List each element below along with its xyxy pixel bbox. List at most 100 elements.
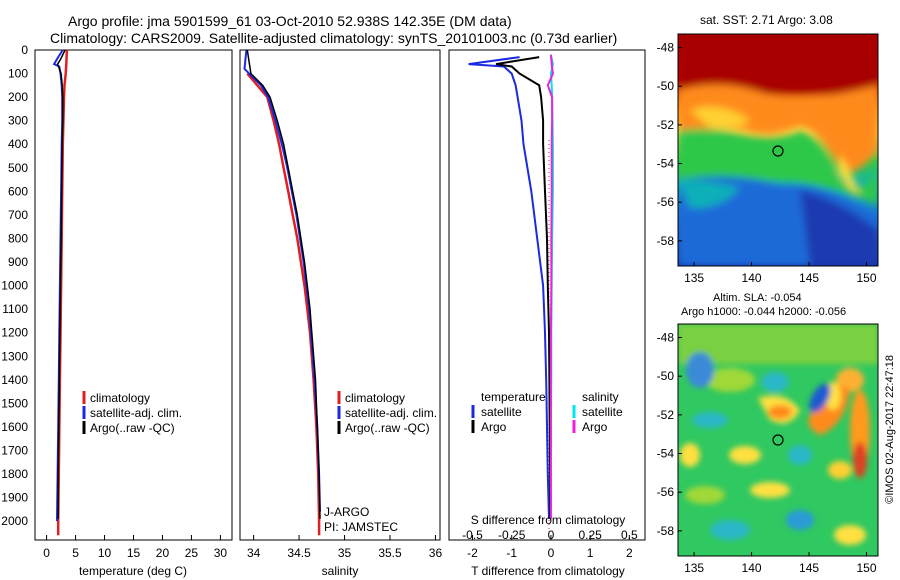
map-lat-label: -52 <box>657 408 675 422</box>
legend-satellite: satellite-adj. clim. <box>345 406 437 420</box>
map-lat-label: -50 <box>657 79 675 93</box>
map-lon-label: 150 <box>856 271 876 285</box>
salinity-tick-label: 35.5 <box>378 546 402 560</box>
map-lon-label: 145 <box>799 561 819 575</box>
profile-line-argo-raw-qc- <box>56 49 66 519</box>
salinity-difference-tick-label: -0.5 <box>462 528 483 542</box>
temperature-tick-label: 15 <box>127 546 141 560</box>
sst-map: -48 -50 -52 -54 -56 -58 135 140 145 150 <box>657 33 879 285</box>
sla-map-title-2: Argo h1000: -0.044 h2000: -0.056 <box>681 306 847 318</box>
salinity-difference-tick-label: -0.25 <box>498 528 526 542</box>
sla-float-location-marker <box>772 434 784 446</box>
depth-tick-label: 1100 <box>2 302 28 316</box>
imos-credit: ©IMOS 02-Aug-2017 22:47:18 <box>884 355 896 504</box>
temperature-xticks: 0 5 10 15 20 25 30 <box>43 535 227 560</box>
salinity-tick-label: 36 <box>429 546 443 560</box>
map-lon-label: 140 <box>742 271 762 285</box>
temperature-tick-label: 5 <box>72 546 79 560</box>
difference-legend: temperature satellite Argo salinity sate… <box>471 390 623 434</box>
salinity-frame <box>239 49 441 541</box>
salinity-tick-label: 35 <box>338 546 352 560</box>
difference-tick-label: 0 <box>548 546 555 560</box>
depth-tick-label: 600 <box>8 184 28 198</box>
map-lon-label: 140 <box>742 561 762 575</box>
map-lon-label: 135 <box>684 271 704 285</box>
temperature-tick-label: 0 <box>43 546 50 560</box>
profile-panels: 0100200300400500600700800900100011001200… <box>1 43 646 578</box>
header-line-2: Climatology: CARS2009. Satellite-adjuste… <box>50 30 618 46</box>
depth-tick-label: 1400 <box>1 373 28 387</box>
salinity-tick-label: 34.5 <box>287 546 311 560</box>
map-lat-label: -58 <box>657 524 675 538</box>
sla-xticks: 135 140 145 150 <box>684 552 877 575</box>
difference-lines <box>468 54 554 519</box>
salinity-lines <box>243 49 321 536</box>
salinity-chart: 34 34.5 35 35.5 36 climatology satellite-adj… <box>239 49 442 578</box>
depth-tick-label: 1000 <box>1 279 28 293</box>
difference-xlabel: T difference from climatology <box>471 564 625 578</box>
legend-t-satellite: satellite <box>481 405 522 419</box>
depth-tick-label: 2000 <box>1 514 28 528</box>
salinity-difference-tick-label: 0 <box>548 528 555 542</box>
temperature-xlabel: temperature (deg C) <box>79 564 187 578</box>
depth-tick-label: 300 <box>8 114 28 128</box>
depth-tick-label: 1500 <box>1 396 28 410</box>
depth-tick-label: 1300 <box>1 349 28 363</box>
map-lat-label: -56 <box>657 195 675 209</box>
temperature-legend: climatology satellite-adj. clim. Argo(..… <box>82 391 182 435</box>
legend-s-satellite: satellite <box>582 405 623 419</box>
map-lat-label: -54 <box>657 157 675 171</box>
depth-tick-label: 1200 <box>1 326 28 340</box>
difference-tick-label: 1 <box>587 546 594 560</box>
legend-temperature-title: temperature <box>481 390 546 404</box>
salinity-xlabel: salinity <box>322 564 359 578</box>
depth-tick-label: 400 <box>8 137 28 151</box>
depth-tick-label: 1900 <box>1 491 28 505</box>
depth-tick-label: 0 <box>21 43 28 57</box>
sst-yticks: -48 -50 -52 -54 -56 -58 <box>657 41 682 248</box>
legend-t-argo: Argo <box>481 420 507 434</box>
depth-tick-label: 1800 <box>1 467 28 481</box>
legend-salinity-title: salinity <box>582 390 619 404</box>
sla-map-frame <box>677 323 879 557</box>
salinity-tick-label: 34 <box>247 546 261 560</box>
profile-line-temperature-satellite <box>468 56 550 519</box>
map-lon-label: 145 <box>799 271 819 285</box>
difference-tick-label: 2 <box>626 546 633 560</box>
sla-map-title-1: Altim. SLA: -0.054 <box>713 292 802 304</box>
legend-s-argo: Argo <box>582 420 608 434</box>
temperature-tick-label: 10 <box>98 546 112 560</box>
temperature-tick-label: 20 <box>156 546 170 560</box>
temperature-chart: 0 5 10 15 20 25 30 climatology satellite-adj. … <box>34 49 233 578</box>
profile-line-salinity-argo <box>546 54 554 519</box>
sst-field <box>678 34 878 266</box>
difference-xticks: -2 -1 0 1 2 -0.5 -0.25 0 0.25 0.5 <box>462 528 638 560</box>
profile-line-satellite-adj-clim- <box>243 49 321 512</box>
map-lat-label: -52 <box>657 118 675 132</box>
salinity-xticks: 34 34.5 35 35.5 36 <box>247 535 442 560</box>
depth-tick-label: 100 <box>8 67 28 81</box>
legend-argo: Argo(..raw -QC) <box>90 421 175 435</box>
depth-tick-label: 1600 <box>1 420 28 434</box>
difference-chart: -2 -1 0 1 2 -0.5 -0.25 0 0.25 0.5 temperature sat… <box>448 49 646 578</box>
map-lat-label: -50 <box>657 369 675 383</box>
legend-climatology: climatology <box>345 391 405 405</box>
map-lat-label: -54 <box>657 447 675 461</box>
sst-map-frame <box>677 33 879 267</box>
salinity-note-pi: PI: JAMSTEC <box>324 520 398 534</box>
map-lat-label: -48 <box>657 331 675 345</box>
depth-tick-label: 900 <box>8 255 28 269</box>
temperature-tick-label: 30 <box>214 546 228 560</box>
legend-argo: Argo(..raw -QC) <box>345 421 430 435</box>
temperature-frame <box>34 49 233 541</box>
map-lat-label: -48 <box>657 41 675 55</box>
sla-yticks: -48 -50 -52 -54 -56 -58 <box>657 331 682 538</box>
legend-satellite: satellite-adj. clim. <box>90 406 182 420</box>
depth-tick-label: 500 <box>8 161 28 175</box>
depth-tick-label: 1700 <box>1 443 28 457</box>
difference-top-label: S difference from climatology <box>471 513 626 527</box>
salinity-difference-tick-label: 0.5 <box>621 528 638 542</box>
temperature-lines <box>52 49 69 536</box>
difference-tick-label: -2 <box>467 546 478 560</box>
sla-map: -48 -50 -52 -54 -56 -58 135 140 145 150 ©IMOS 02… <box>657 323 896 575</box>
